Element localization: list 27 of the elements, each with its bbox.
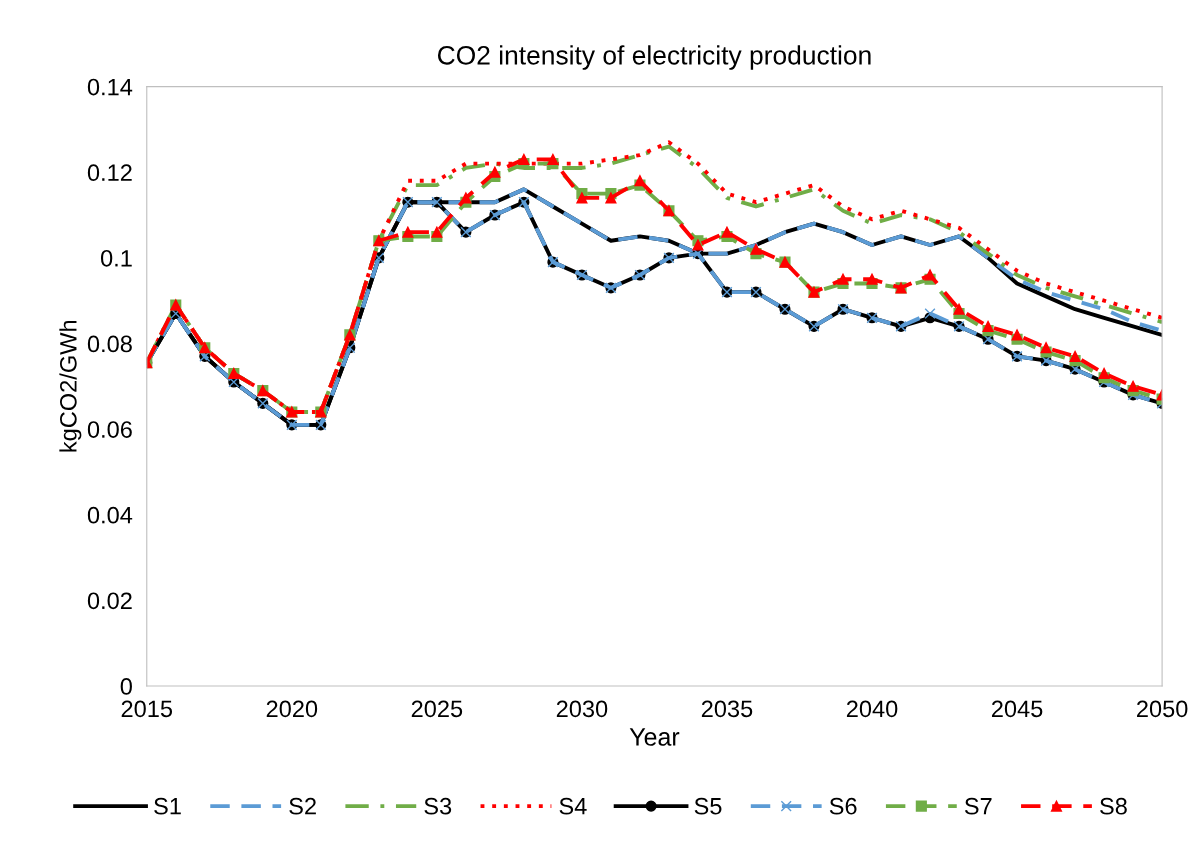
legend-label: S4: [559, 797, 587, 815]
y-tick-label: 0.12: [87, 164, 132, 182]
x-tick-label: 2035: [701, 700, 753, 718]
legend-label: S2: [289, 797, 316, 815]
x-tick-label: 2020: [266, 700, 318, 718]
x-axis-title: Year: [629, 728, 680, 746]
legend-label: S5: [694, 797, 722, 815]
legend-label: S8: [1100, 797, 1127, 815]
chart-title: CO2 intensity of electricity production: [437, 45, 871, 70]
y-tick-label: 0.14: [87, 78, 133, 96]
legend-label: S3: [424, 797, 452, 815]
y-tick-label: 0.02: [87, 592, 132, 610]
x-tick-label: 2015: [121, 700, 173, 718]
y-axis-title: kgCO2/GWh: [59, 320, 82, 452]
x-tick-label: 2040: [846, 700, 898, 718]
x-tick-label: 2030: [556, 700, 608, 718]
legend-label: S1: [154, 797, 181, 815]
y-tick-label: 0.1: [100, 249, 132, 267]
x-tick-label: 2025: [411, 700, 463, 718]
x-tick-label: 2045: [991, 700, 1043, 718]
y-tick-label: 0.04: [87, 506, 133, 524]
y-tick-label: 0: [120, 678, 132, 695]
y-tick-label: 0.06: [87, 421, 132, 438]
legend-label: S7: [964, 797, 992, 815]
y-tick-label: 0.08: [87, 335, 132, 353]
legend-label: S6: [829, 797, 857, 815]
x-tick-label: 2050: [1137, 700, 1188, 718]
